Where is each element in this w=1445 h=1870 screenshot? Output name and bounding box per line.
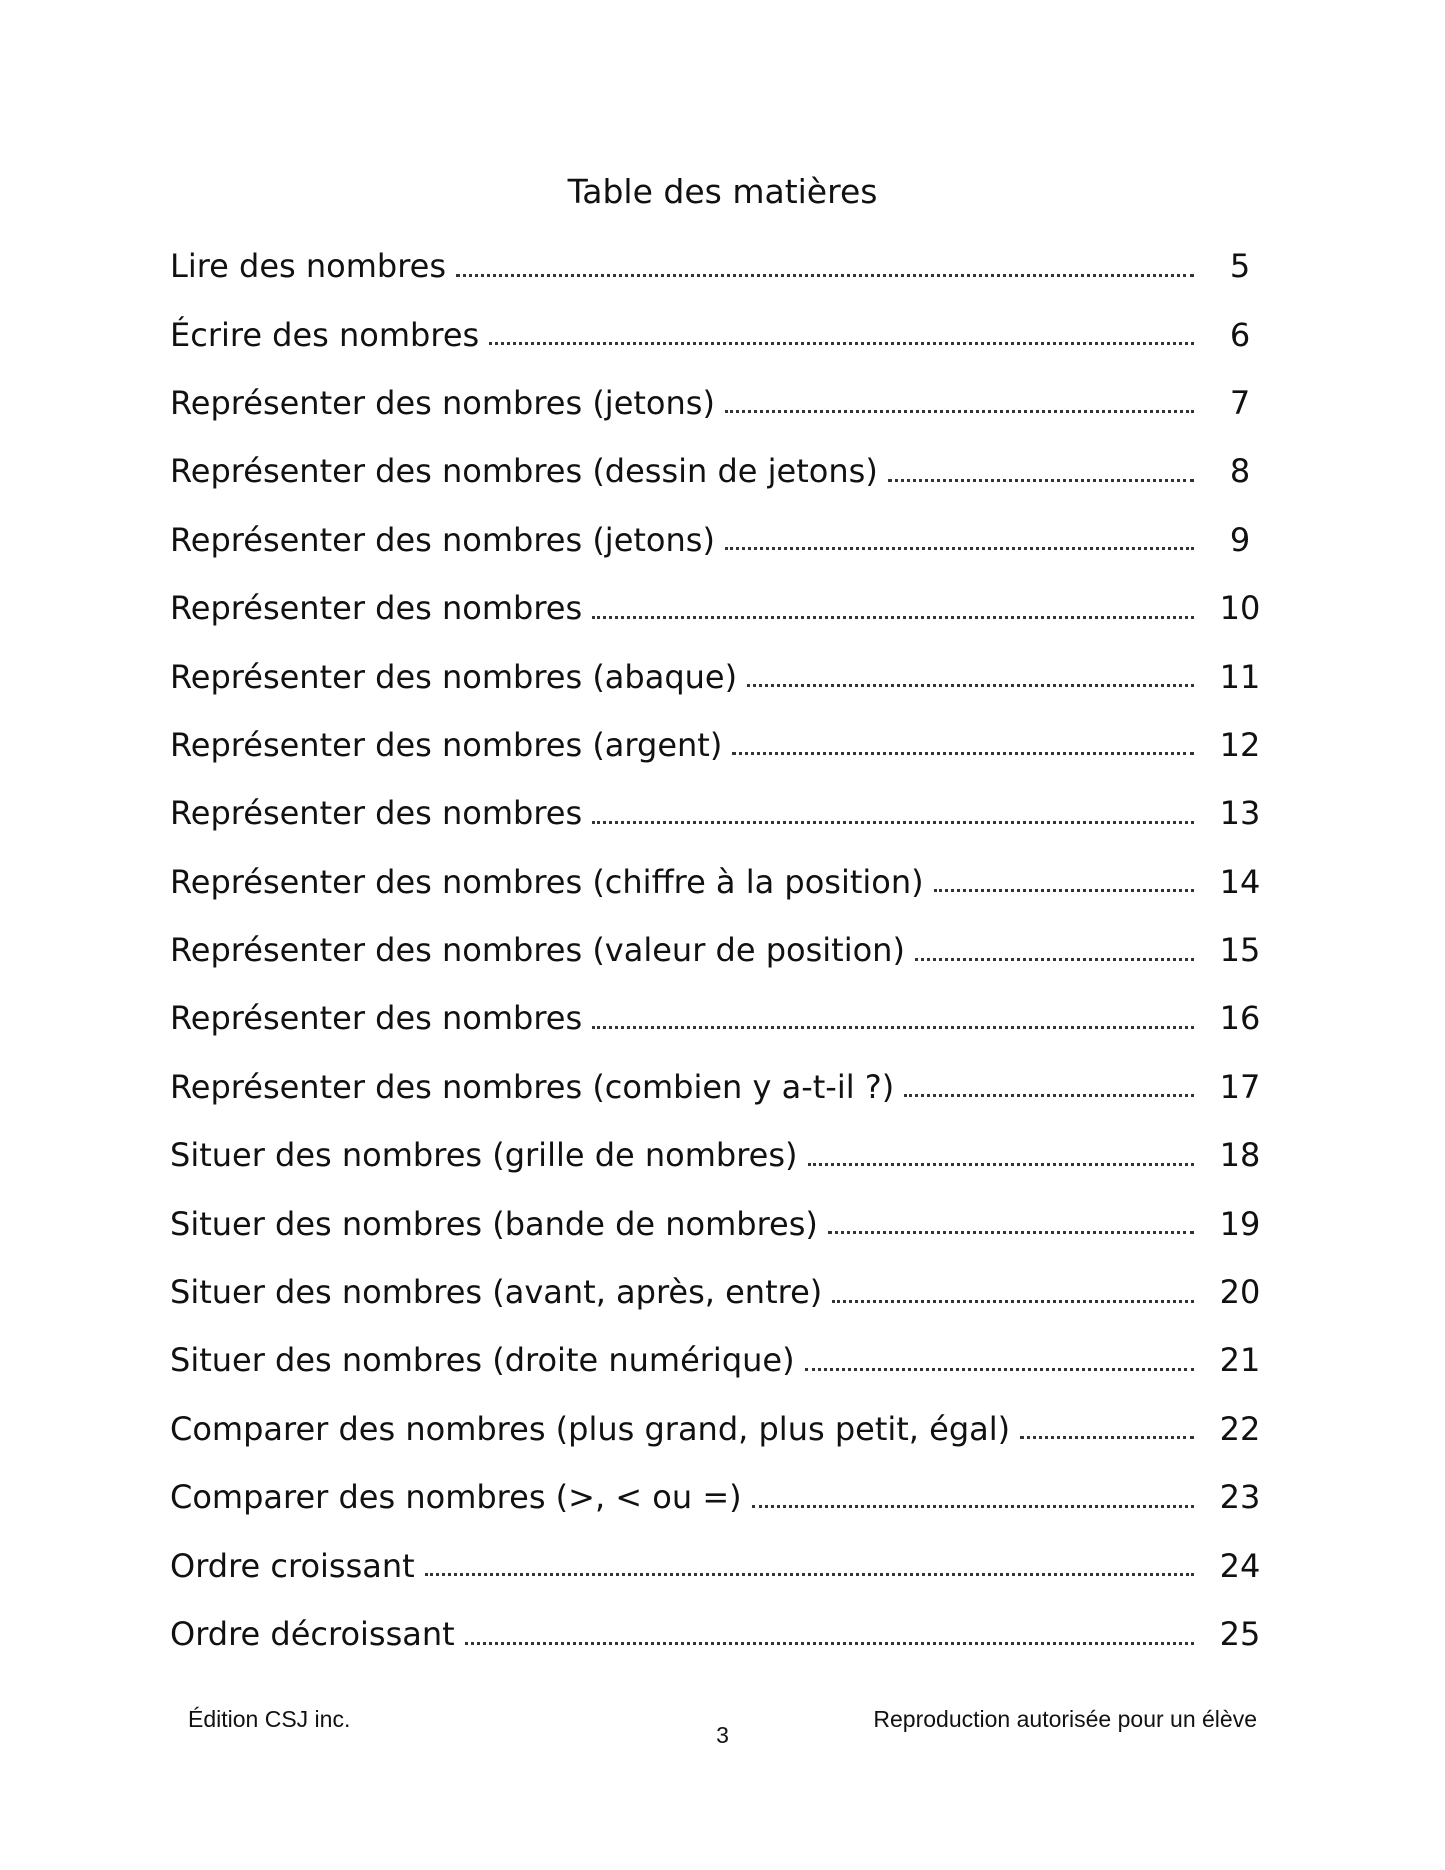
dot-leader: [592, 615, 1194, 619]
toc-entry-label: Ordre croissant: [170, 1546, 415, 1585]
toc-entry-label: Représenter des nombres: [170, 794, 583, 833]
dot-leader: [724, 547, 1194, 551]
toc-entry-label: Représenter des nombres (chiffre à la po…: [170, 862, 924, 901]
toc-entry-label: Représenter des nombres: [170, 999, 583, 1038]
dot-leader: [933, 889, 1194, 893]
dot-leader: [904, 1094, 1194, 1098]
toc-entry: Situer des nombres (droite numérique) 21: [170, 1326, 1268, 1394]
dot-leader: [732, 752, 1194, 756]
toc-entry-label: Représenter des nombres (combien y a-t-i…: [170, 1067, 895, 1106]
toc-entry-page: 22: [1219, 1409, 1261, 1448]
dot-leader: [424, 1573, 1194, 1577]
dot-leader: [804, 1367, 1194, 1371]
toc-entry-page: 13: [1219, 794, 1261, 833]
toc-entry-label: Comparer des nombres (plus grand, plus p…: [170, 1409, 1011, 1448]
dot-leader: [887, 478, 1194, 482]
toc-entry-label: Représenter des nombres (jetons): [170, 520, 715, 559]
toc-entry-page: 18: [1219, 1136, 1261, 1175]
toc-entry: Représenter des nombres (jetons) 9: [170, 506, 1268, 574]
toc-entry-page: 9: [1229, 520, 1251, 559]
toc-entry-page: 15: [1219, 931, 1261, 970]
toc-entry: Représenter des nombres (combien y a-t-i…: [170, 1053, 1268, 1121]
toc-entry: Représenter des nombres 13: [170, 779, 1268, 847]
toc-entry: Représenter des nombres (argent) 12: [170, 711, 1268, 779]
dot-leader: [832, 1299, 1194, 1303]
toc-entry-page: 24: [1219, 1546, 1261, 1585]
toc-entry-label: Lire des nombres: [170, 247, 447, 286]
toc-entry-page: 12: [1219, 725, 1261, 764]
dot-leader: [827, 1231, 1194, 1235]
toc-entry-label: Ordre décroissant: [170, 1615, 455, 1653]
dot-leader: [751, 1504, 1194, 1508]
toc-entry: Représenter des nombres 16: [170, 984, 1268, 1052]
toc-entry-page: 25: [1219, 1615, 1261, 1653]
toc-entry-label: Situer des nombres (droite numérique): [170, 1341, 795, 1380]
toc-entry: Représenter des nombres (chiffre à la po…: [170, 848, 1268, 916]
toc-entry-label: Représenter des nombres (abaque): [170, 657, 738, 696]
dot-leader: [747, 684, 1194, 688]
dot-leader: [592, 1025, 1194, 1029]
toc-entry-page: 23: [1219, 1478, 1261, 1517]
toc-entry-page: 17: [1219, 1067, 1261, 1106]
toc-entry-page: 6: [1229, 315, 1251, 354]
toc-entry-label: Écrire des nombres: [170, 315, 480, 354]
footer-publisher: Édition CSJ inc.: [188, 1706, 351, 1732]
dot-leader: [489, 342, 1194, 346]
toc-entry-label: Représenter des nombres (dessin de jeton…: [170, 452, 878, 491]
dot-leader: [592, 820, 1194, 824]
toc-entry-page: 5: [1229, 247, 1251, 286]
toc-entry: Ordre croissant 24: [170, 1531, 1268, 1599]
toc-entry-page: 16: [1219, 999, 1261, 1038]
toc-entry-label: Représenter des nombres: [170, 589, 583, 628]
toc-entry: Représenter des nombres (jetons) 7: [170, 369, 1268, 437]
toc-entry: Comparer des nombres (>, < ou =) 23: [170, 1463, 1268, 1531]
toc-entry: Lire des nombres 5: [170, 232, 1268, 300]
toc-entry-page: 21: [1219, 1341, 1261, 1380]
toc-entry-page: 20: [1219, 1273, 1261, 1312]
toc-entry-label: Représenter des nombres (argent): [170, 725, 723, 764]
toc-entry: Représenter des nombres (dessin de jeton…: [170, 437, 1268, 505]
toc-entry: Représenter des nombres 10: [170, 574, 1268, 642]
toc-entry-label: Comparer des nombres (>, < ou =): [170, 1478, 742, 1517]
toc-entry-label: Situer des nombres (grille de nombres): [170, 1136, 798, 1175]
dot-leader: [914, 957, 1194, 961]
toc-entry-page: 14: [1219, 862, 1261, 901]
toc-entry-page: 8: [1229, 452, 1251, 491]
dot-leader: [724, 410, 1194, 414]
toc-entry-page: 19: [1219, 1204, 1261, 1243]
toc-entry: Situer des nombres (avant, après, entre)…: [170, 1258, 1268, 1326]
toc-entry-page: 11: [1219, 657, 1261, 696]
toc-entry-label: Situer des nombres (bande de nombres): [170, 1204, 818, 1243]
footer-page-number: 3: [716, 1722, 729, 1748]
toc-entry-label: Représenter des nombres (valeur de posit…: [170, 931, 905, 970]
toc-entry-label: Situer des nombres (avant, après, entre): [170, 1273, 823, 1312]
toc-entry-page: 7: [1229, 383, 1251, 422]
footer-notice: Reproduction autorisée pour un élève: [873, 1706, 1257, 1732]
dot-leader: [1020, 1436, 1194, 1440]
toc-entry: Situer des nombres (grille de nombres) 18: [170, 1121, 1268, 1189]
toc-entry: Ordre décroissant 25: [170, 1600, 1268, 1668]
dot-leader: [464, 1641, 1194, 1645]
toc-entry: Écrire des nombres 6: [170, 300, 1268, 368]
toc-entry-page: 10: [1219, 589, 1261, 628]
toc-entry-label: Représenter des nombres (jetons): [170, 383, 715, 422]
toc-entry: Situer des nombres (bande de nombres) 19: [170, 1189, 1268, 1257]
dot-leader: [807, 1162, 1194, 1166]
dot-leader: [456, 273, 1194, 277]
toc-entry: Représenter des nombres (valeur de posit…: [170, 916, 1268, 984]
page-title: Table des matières: [567, 172, 878, 211]
toc-entry: Comparer des nombres (plus grand, plus p…: [170, 1395, 1268, 1463]
table-of-contents: Lire des nombres 5 Écrire des nombres 6 Repr…: [170, 232, 1268, 1668]
toc-entry: Représenter des nombres (abaque) 11: [170, 642, 1268, 710]
